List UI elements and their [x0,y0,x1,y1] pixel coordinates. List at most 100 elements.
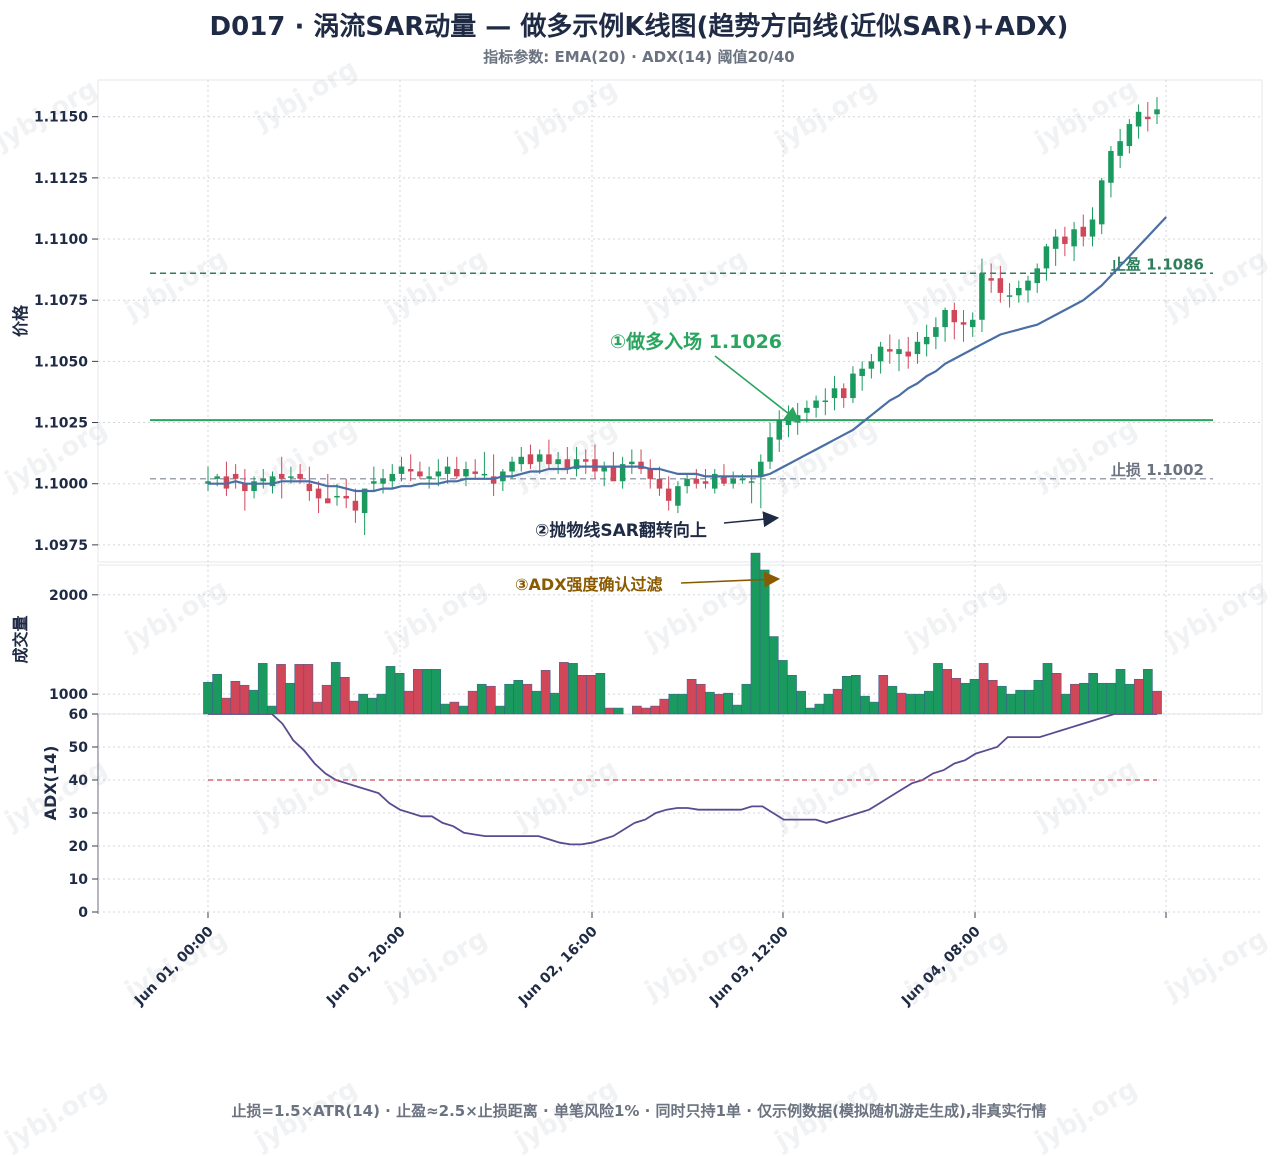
candle-body [721,476,727,484]
sar-annotation-label: ②抛物线SAR翻转向上 [535,520,707,541]
adx-ytick-label: 30 [69,806,89,822]
volume-bar [1079,682,1089,715]
volume-bar [394,673,405,715]
volume-bar [330,662,341,715]
adx-arrow [680,571,781,588]
adx-line [208,714,1157,846]
volume-bar [887,685,898,715]
entry-arrow [714,355,801,423]
candle-body [997,278,1004,293]
volume-bar [750,552,761,715]
volume-bar [768,636,779,715]
candle-body [260,478,267,482]
volume-bar [577,675,587,715]
candle-body [435,471,442,477]
volume-bar [841,676,852,715]
take-profit-label: 止盈 1.1086 [1111,255,1204,273]
candle-body [1071,229,1077,247]
candle-body [730,478,736,484]
candle-body [1089,219,1096,237]
candle-body [315,488,322,499]
candle-body [702,481,709,484]
candle-body [555,459,561,465]
price-ytick-label: 1.0975 [34,538,88,554]
candle-body [619,464,626,482]
volume-bar [303,664,314,715]
volume-bar [449,701,460,715]
candle-body [380,478,386,484]
volume-bar [367,697,378,715]
candle-body [859,368,865,377]
volume-bar [632,705,642,715]
candle-body [1108,150,1114,183]
volume-ytick-label: 2000 [49,588,88,604]
candle-body [214,476,220,479]
volume-bar [203,681,213,715]
candle-body [601,466,607,472]
candle-body [896,349,902,355]
volume-bar [686,678,697,715]
volume-bar [276,664,286,715]
volume-bar [586,675,597,715]
candle-body [923,336,930,345]
candle-body [675,486,681,506]
candle-body [758,461,764,477]
volume-bar [787,675,797,715]
volume-bar [413,669,423,715]
candle-body [1098,180,1105,225]
volume-bar [422,669,432,715]
candle-body [887,349,893,352]
candle-body [463,469,469,477]
volume-bar [267,705,277,715]
candle-body [1043,246,1050,269]
volume-bar [1015,689,1025,715]
sar-arrow [723,511,780,528]
volume-bar [823,693,834,715]
volume-bar [869,701,879,715]
candle-body [573,459,580,470]
volume-bar [1070,683,1080,715]
candle-body [868,361,875,369]
volume-bar [531,690,542,715]
volume-bar [1033,679,1044,715]
candle-body [242,483,248,492]
price-ylabel: 价格 [11,304,30,337]
volume-bar [467,690,478,715]
volume-bar [1024,689,1035,715]
volume-bar [321,684,332,715]
adx-ytick-label: 50 [69,740,89,756]
volume-bar [978,663,989,715]
candle-body [472,471,478,474]
volume-bar [1124,683,1135,715]
candle-body [417,471,423,477]
volume-bar [385,666,396,715]
volume-bar [1152,690,1162,715]
candle-body [592,459,598,472]
candle-body [840,388,847,399]
candle-body [269,476,276,487]
volume-bar [1051,673,1062,715]
x-tick-label: Jun 01, 00:00 [131,923,217,1009]
candle-body [481,473,488,476]
volume-bar [805,707,816,715]
candle-body [960,322,967,325]
volume-bar [257,663,268,715]
volume-bar [559,662,569,715]
price-ytick-label: 1.1050 [34,354,88,370]
volume-bar [650,705,660,715]
volume-bar [340,676,350,715]
x-tick-label: Jun 04, 08:00 [898,923,984,1009]
candle-body [205,481,211,484]
candle-body [1062,236,1068,244]
volume-bar [969,678,980,715]
volume-bar [878,675,889,715]
volume-bar [504,683,514,715]
volume-bar [458,705,469,715]
volume-ytick-label: 1000 [49,687,88,703]
candle-body [389,473,396,482]
candle-body [306,483,313,492]
trend-line-sar [208,216,1168,493]
volume-bar [212,674,222,715]
candle-body [1145,116,1151,120]
x-tick-label: Jun 01, 20:00 [323,923,409,1009]
